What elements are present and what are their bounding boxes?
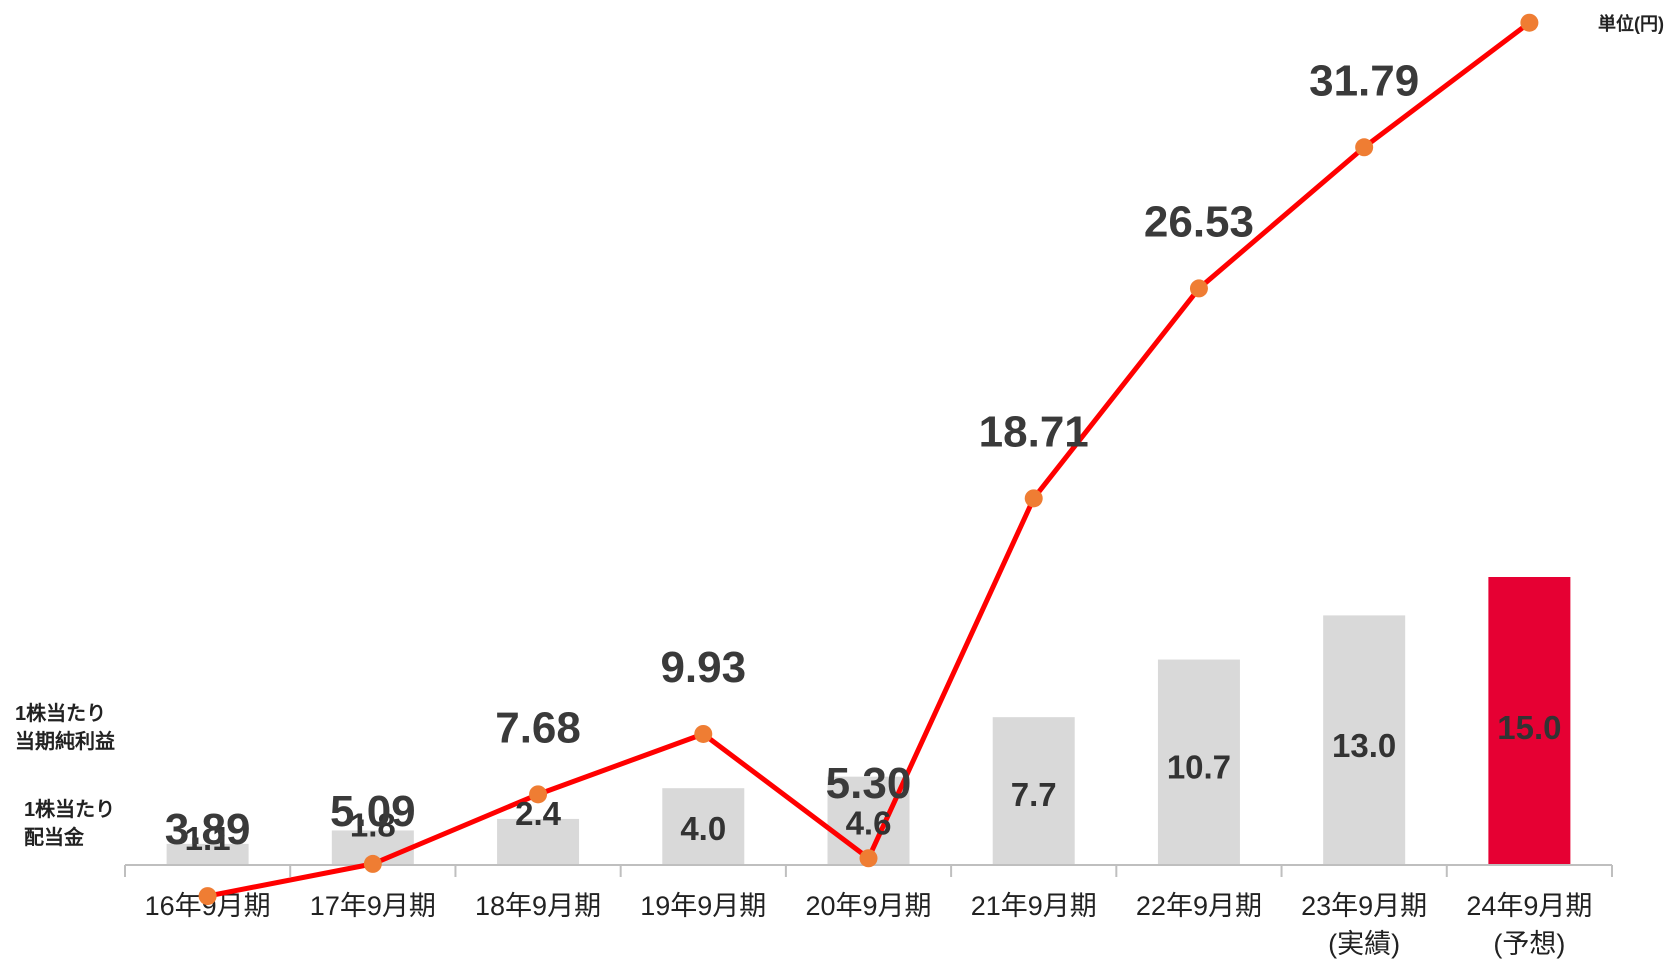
x-tick-label: (予想) xyxy=(1493,929,1565,959)
dividend-value-label: 13.0 xyxy=(1332,727,1396,764)
dividend-value-label: 15.0 xyxy=(1497,709,1561,746)
x-tick-label: 17年9月期 xyxy=(310,891,436,921)
legend-dividend: 1株当たり 配当金 xyxy=(24,796,115,852)
eps-point xyxy=(859,849,878,868)
eps-value-label: 9.93 xyxy=(660,643,746,692)
eps-value-label: 7.68 xyxy=(495,703,581,752)
eps-point xyxy=(198,887,217,906)
eps-value-label: 26.53 xyxy=(1144,197,1254,246)
eps-point xyxy=(1355,138,1374,157)
dividend-bar xyxy=(1157,659,1240,865)
eps-point xyxy=(1024,489,1043,508)
x-tick-label: 24年9月期 xyxy=(1466,891,1592,921)
dividend-value-label: 7.7 xyxy=(1011,776,1057,813)
axis-layer: 16年9月期 17年9月期 18年9月期 19年9月期 20年9月期 21年9月期 22年9… xyxy=(124,864,1613,959)
dividend-value-label: 1.1 xyxy=(185,820,231,857)
eps-point xyxy=(529,785,548,804)
labels-layer: 1.1 1.8 2.4 4.0 4.6 7.7 10.7 13.0 15.0 3.89 5.09 7.… xyxy=(165,56,1562,857)
x-tick-label: 20年9月期 xyxy=(805,891,931,921)
dividend-bar xyxy=(166,843,249,865)
eps-point xyxy=(363,854,382,873)
line-layer xyxy=(198,13,1539,906)
legend-eps-line2: 当期純利益 xyxy=(15,731,115,753)
x-tick-label: 23年9月期 xyxy=(1301,891,1427,921)
eps-point xyxy=(694,724,713,743)
x-tick-label: 19年9月期 xyxy=(640,891,766,921)
legend-eps: 1株当たり 当期純利益 xyxy=(15,700,115,756)
dividend-bar xyxy=(1488,577,1571,865)
x-tick-label: 21年9月期 xyxy=(971,891,1097,921)
eps-value-label: 5.30 xyxy=(826,759,912,808)
dividend-value-label: 4.0 xyxy=(680,810,726,847)
x-tick-label: 22年9月期 xyxy=(1136,891,1262,921)
eps-value-label: 5.09 xyxy=(330,787,416,836)
legend-dividend-line1: 1株当たり xyxy=(24,799,116,821)
dividend-bar xyxy=(1323,615,1406,865)
eps-point xyxy=(1189,279,1208,298)
dividend-bar xyxy=(992,717,1075,865)
eps-value-label: 3.89 xyxy=(165,805,251,854)
legend-dividend-line2: 配当金 xyxy=(24,827,84,849)
dividend-bar xyxy=(662,788,745,865)
eps-value-label: 31.79 xyxy=(1309,56,1419,105)
unit-label: 単位(円) xyxy=(1598,14,1664,34)
dividend-value-label: 1.8 xyxy=(350,806,396,843)
eps-point xyxy=(1520,13,1539,32)
dividend-value-label: 10.7 xyxy=(1167,748,1231,785)
legend-eps-line1: 1株当たり xyxy=(15,703,107,725)
eps-value-label: 18.71 xyxy=(979,407,1089,456)
dividend-value-label: 2.4 xyxy=(515,795,562,832)
x-tick-label: 18年9月期 xyxy=(475,891,601,921)
dividend-bar xyxy=(497,818,580,865)
dividend-value-label: 4.6 xyxy=(846,805,892,842)
x-tick-label: (実績) xyxy=(1328,929,1400,959)
